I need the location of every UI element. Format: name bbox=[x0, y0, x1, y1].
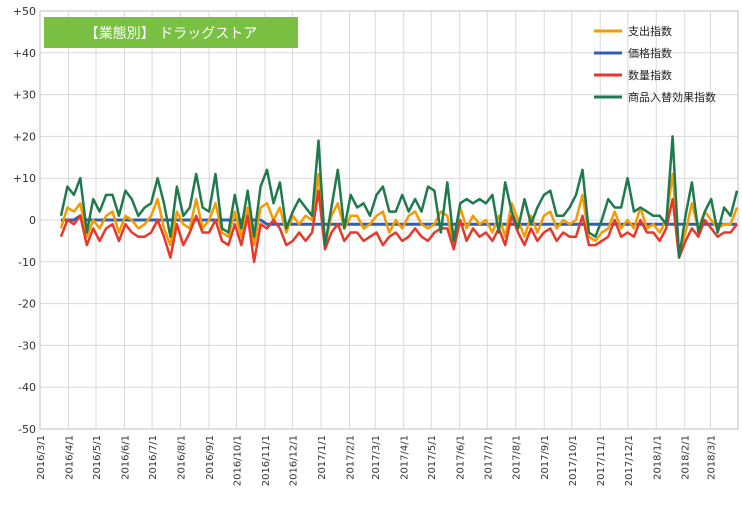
y-tick-label: +50 bbox=[13, 5, 36, 18]
x-tick-label: 2017/4/1 bbox=[400, 435, 411, 480]
x-tick-label: 2018/3/1 bbox=[706, 435, 717, 480]
x-tick-label: 2017/10/1 bbox=[568, 435, 579, 486]
x-tick-label: 2017/12/1 bbox=[624, 435, 635, 486]
y-tick-label: 0 bbox=[29, 214, 36, 227]
y-tick-label: +10 bbox=[13, 172, 36, 185]
y-tick-label: -20 bbox=[18, 298, 36, 311]
x-tick-label: 2016/9/1 bbox=[205, 435, 216, 480]
y-tick-label: -50 bbox=[18, 423, 36, 436]
y-axis-tick-labels: +50 +40 +30 +20 +10 0 -10 -20 -30 -40 -50 bbox=[13, 5, 36, 436]
y-tick-label: -40 bbox=[18, 381, 36, 394]
x-tick-label: 2017/7/1 bbox=[483, 435, 494, 480]
x-tick-label: 2016/12/1 bbox=[289, 435, 300, 486]
legend-label: 価格指数 bbox=[628, 46, 672, 60]
x-tick-label: 2017/5/1 bbox=[427, 435, 438, 480]
y-tick-label: +40 bbox=[13, 47, 36, 60]
series-line-3 bbox=[59, 135, 739, 259]
chart-title: 【業態別】 ドラッグストア bbox=[85, 26, 257, 42]
x-tick-label: 2017/11/1 bbox=[596, 435, 607, 486]
y-tick-label: -30 bbox=[18, 339, 36, 352]
series-line-0 bbox=[59, 172, 739, 255]
legend-label: 支出指数 bbox=[628, 24, 672, 38]
x-tick-label: 2016/8/1 bbox=[177, 435, 188, 480]
plot-area-border bbox=[39, 10, 739, 430]
x-tick-label: 2016/11/1 bbox=[261, 435, 272, 486]
y-tick-label: -10 bbox=[18, 256, 36, 269]
x-tick-label: 2018/2/1 bbox=[681, 435, 692, 480]
x-axis-tick-labels: 2016/3/1 2016/4/1 2016/5/1 2016/6/1 2016/7/1… bbox=[36, 435, 717, 486]
x-tick-label: 2017/1/1 bbox=[317, 435, 328, 480]
x-tick-label: 2016/7/1 bbox=[148, 435, 159, 480]
x-tick-label: 2017/8/1 bbox=[512, 435, 523, 480]
x-tick-label: 2016/3/1 bbox=[36, 435, 47, 480]
series-line-2 bbox=[59, 189, 738, 264]
series-lines bbox=[59, 135, 739, 264]
x-tick-label: 2016/5/1 bbox=[92, 435, 103, 480]
legend-label: 商品入替効果指数 bbox=[628, 90, 716, 104]
y-tick-label: +30 bbox=[13, 89, 36, 102]
title-background bbox=[44, 17, 298, 48]
x-tick-label: 2017/3/1 bbox=[371, 435, 382, 480]
x-tick-label: 2017/9/1 bbox=[540, 435, 551, 480]
x-tick-label: 2016/10/1 bbox=[233, 435, 244, 486]
x-tick-label: 2016/6/1 bbox=[120, 435, 131, 480]
y-tick-label: +20 bbox=[13, 130, 36, 143]
x-tick-label: 2017/6/1 bbox=[456, 435, 467, 480]
x-tick-label: 2017/2/1 bbox=[346, 435, 357, 480]
legend-label: 数量指数 bbox=[628, 68, 672, 82]
x-tick-label: 2018/1/1 bbox=[652, 435, 663, 480]
x-tick-label: 2016/4/1 bbox=[64, 435, 75, 480]
chart-title-box: 【業態別】 ドラッグストア bbox=[44, 17, 298, 48]
